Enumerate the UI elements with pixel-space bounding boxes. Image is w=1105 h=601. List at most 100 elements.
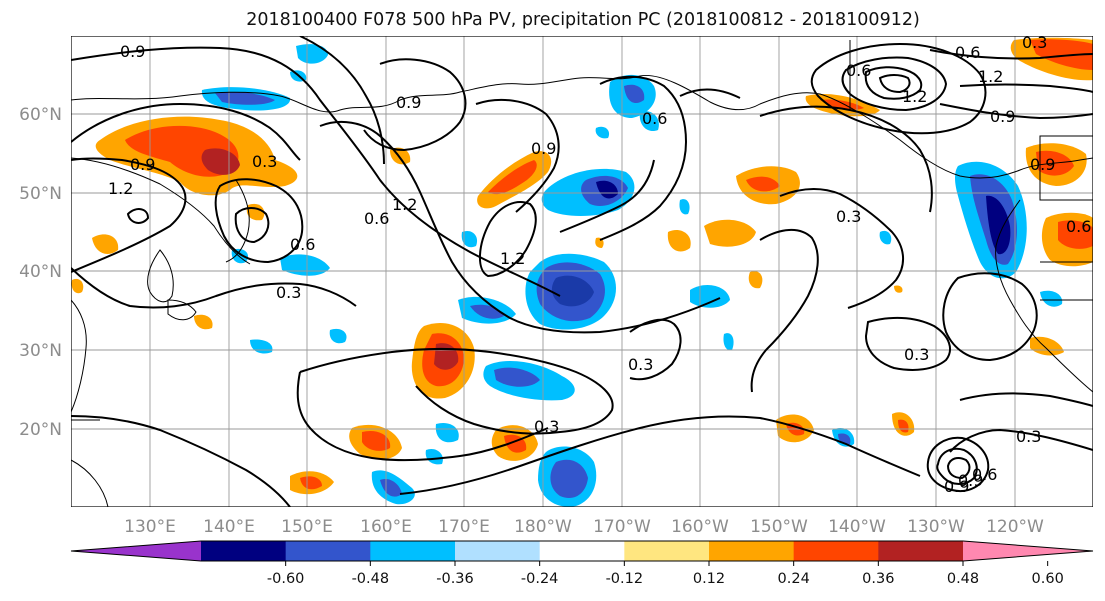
precip-anomaly-patch	[550, 459, 588, 498]
contour-label: 1.2	[500, 249, 525, 268]
colorbar-bin	[455, 541, 541, 561]
colorbar-bin	[201, 541, 287, 561]
colorbar-tick-label: 0.36	[862, 571, 894, 587]
precip-anomaly-patch	[494, 367, 540, 387]
colorbar-tick-label: -0.24	[521, 571, 559, 587]
contour-label: 0.9	[396, 93, 421, 112]
precip-anomaly-patch	[362, 430, 391, 451]
precip-anomaly-patch	[595, 126, 610, 139]
precip-anomaly-patch	[551, 275, 594, 307]
contour-label: 1.2	[978, 67, 1003, 86]
precip-anomaly-patch	[425, 448, 443, 465]
colorbar-tick-label: -0.60	[267, 571, 305, 587]
contour-label: 1.2	[108, 179, 133, 198]
precip-anomaly-patch	[748, 271, 763, 289]
lon-label: 140°E	[203, 517, 255, 537]
precip-anomaly-patch	[435, 422, 459, 443]
colorbar-tick-label: 0.12	[693, 571, 725, 587]
precip-anomaly-patch	[488, 160, 537, 195]
precip-anomaly-patch	[820, 99, 864, 110]
precip-anomaly-patch	[280, 254, 330, 276]
contour-label: 0.9	[958, 471, 983, 490]
lon-label: 120°W	[986, 517, 1044, 537]
precip-anomaly-patch	[596, 180, 618, 199]
contour-label: 0.3	[276, 283, 301, 302]
precip-anomaly-patch	[71, 278, 84, 294]
colorbar: -0.60 -0.48 -0.36 -0.24 -0.12 0.12 0.24 0.36 0.4…	[70, 540, 1094, 587]
precip-anomaly-patch	[300, 476, 322, 490]
colorbar-tick-label: 0.60	[1032, 571, 1064, 587]
precip-anomaly-patch	[296, 44, 328, 64]
precip-anomaly-patch	[461, 230, 478, 248]
lat-label: 60°N	[19, 105, 62, 125]
colorbar-bin	[878, 541, 964, 561]
contour-label: 0.6	[972, 465, 997, 484]
contour-label: 0.3	[534, 417, 559, 436]
colorbar-bin	[709, 541, 795, 561]
lon-label: 160°E	[360, 517, 412, 537]
colorbar-tick-label: -0.48	[352, 571, 390, 587]
contour-label: 0.6	[1066, 217, 1091, 236]
precip-anomaly-patch	[704, 219, 756, 247]
precip-anomaly-patch	[639, 111, 659, 132]
lon-label: 130°W	[907, 517, 965, 537]
precip-anomaly-patch	[215, 91, 275, 105]
contour-label: 0.9	[944, 477, 969, 496]
contour-label: 0.6	[364, 209, 389, 228]
colorbar-extend-min	[71, 541, 201, 561]
lat-label: 30°N	[19, 341, 62, 361]
lon-label: 160°W	[671, 517, 729, 537]
precip-anomaly-patch	[879, 230, 892, 245]
contour-label: 0.9	[1030, 155, 1055, 174]
lon-label: 170°W	[593, 517, 651, 537]
lat-label: 20°N	[19, 420, 62, 440]
lat-label: 50°N	[19, 184, 62, 204]
precip-anomaly-patch	[92, 234, 119, 254]
colorbar-bin	[539, 541, 625, 561]
precip-anomaly-patch	[380, 478, 402, 497]
lon-label: 150°E	[281, 517, 333, 537]
lon-label: 130°E	[124, 517, 176, 537]
precip-anomaly-patch	[723, 333, 734, 351]
contour-label: 0.3	[836, 207, 861, 226]
precip-anomaly-patch	[894, 285, 903, 293]
precip-anomaly-patch	[201, 148, 240, 175]
colorbar-tick-label: -0.12	[606, 571, 644, 587]
contour-label: 0.3	[1016, 427, 1041, 446]
precip-anomaly-patch	[667, 229, 691, 252]
colorbar-outline	[70, 540, 1094, 562]
colorbar-tick-label: -0.36	[436, 571, 474, 587]
precip-anomaly-patch	[1040, 290, 1063, 307]
pv-contours	[71, 36, 1093, 507]
precip-anomaly-patch	[1058, 220, 1093, 249]
colorbar-tick-label: 0.24	[778, 571, 810, 587]
precipitation-shading	[71, 37, 1093, 507]
contour-label: 0.9	[990, 107, 1015, 126]
lat-label: 40°N	[19, 262, 62, 282]
contour-label: 0.9	[120, 42, 145, 61]
lon-label: 170°E	[438, 517, 490, 537]
colorbar-bin	[793, 541, 879, 561]
latitude-labels: 60°N 50°N 40°N 30°N 20°N	[19, 105, 62, 440]
contour-labels: 0.9 0.3 0.6 1.2 0.9 0.6 1.2 0.9 1.2 0.6 …	[108, 36, 1091, 496]
colorbar-extend-max	[963, 541, 1093, 561]
precip-anomaly-patch	[679, 199, 690, 215]
contour-label: 0.3	[252, 152, 277, 171]
contour-label: 1.2	[902, 87, 927, 106]
contour-label: 0.6	[290, 235, 315, 254]
precip-anomaly-patch	[1030, 39, 1093, 70]
precip-anomaly-patch	[194, 314, 213, 330]
lon-label: 180°W	[514, 517, 572, 537]
colorbar-bin	[285, 541, 371, 561]
lon-label: 150°W	[750, 517, 808, 537]
colorbar-bin	[624, 541, 710, 561]
contour-label: 0.6	[955, 43, 980, 62]
colorbar-bin	[370, 541, 456, 561]
contour-label: 0.9	[130, 155, 155, 174]
precip-anomaly-patch	[746, 176, 780, 192]
colorbar-tick-label: 0.48	[947, 571, 979, 587]
contour-label: 1.2	[392, 195, 417, 214]
precip-anomaly-patch	[986, 195, 1011, 255]
contour-label: 0.3	[904, 345, 929, 364]
